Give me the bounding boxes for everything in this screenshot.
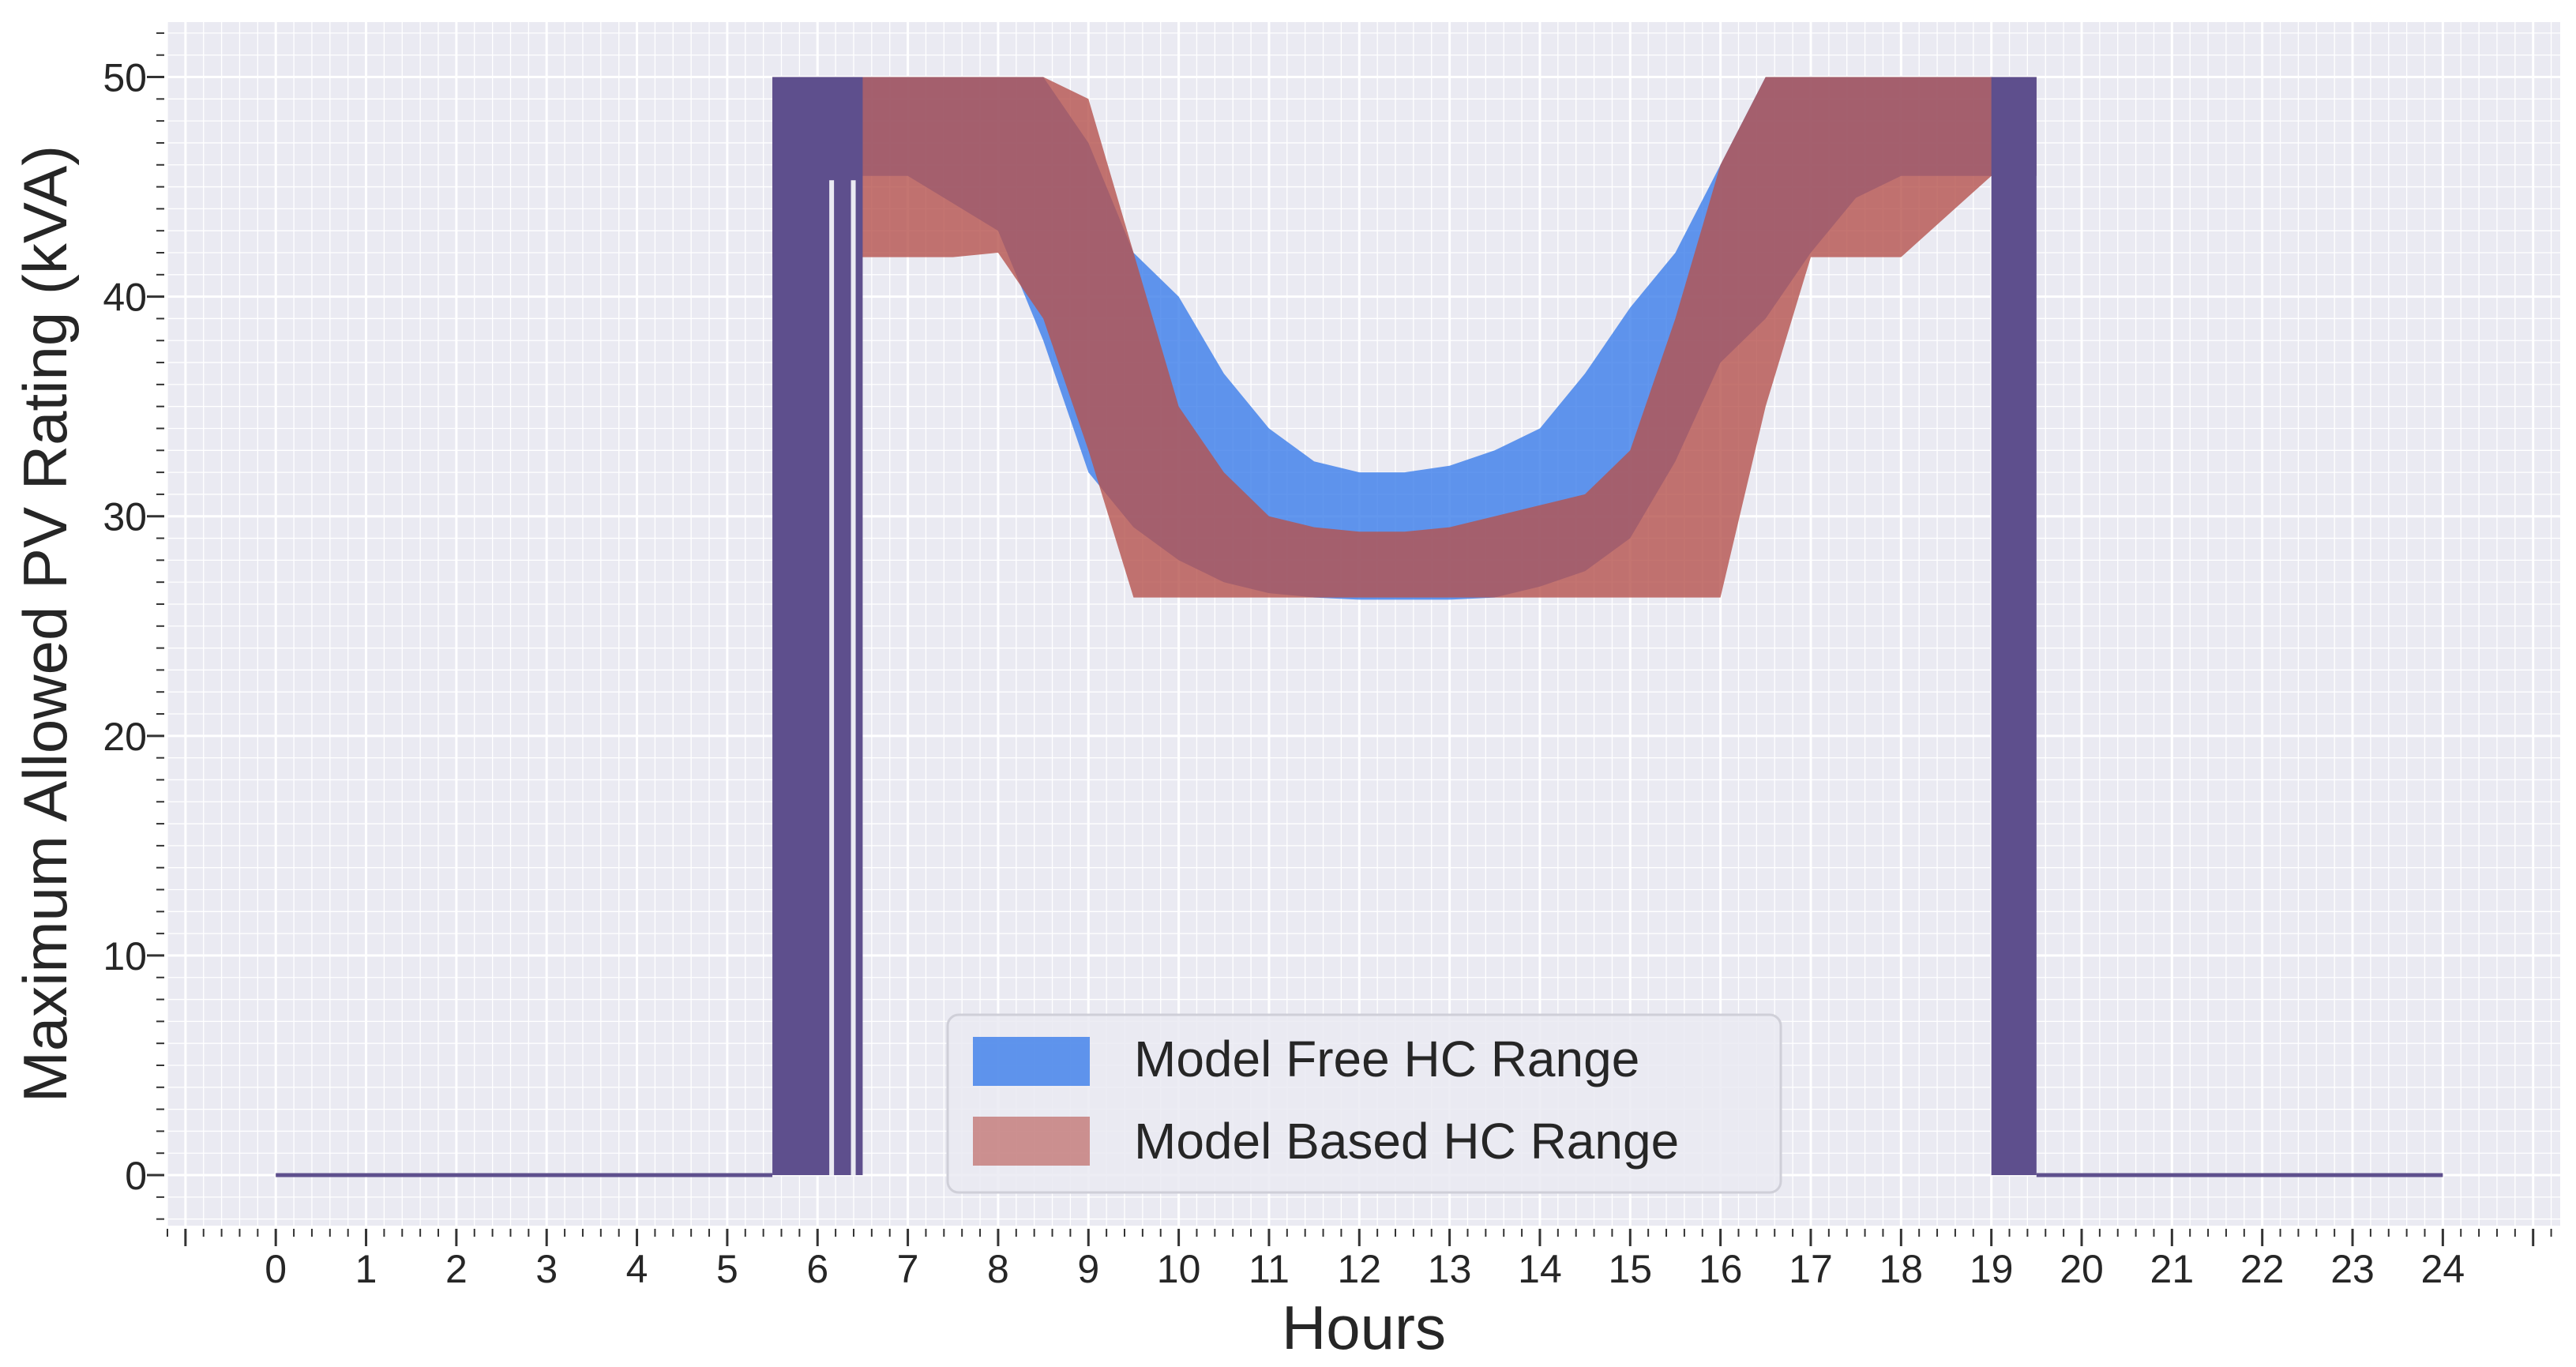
x-tick-label: 16 xyxy=(1699,1247,1743,1291)
x-tick-label: 19 xyxy=(1970,1247,2014,1291)
y-tick-label: 50 xyxy=(103,56,147,100)
overlap-block-morning xyxy=(772,77,863,1176)
x-tick-label: 23 xyxy=(2330,1247,2375,1291)
x-tick-label: 9 xyxy=(1077,1247,1099,1291)
y-tick-label: 30 xyxy=(103,495,147,539)
x-tick-label: 0 xyxy=(265,1247,287,1291)
legend-frame xyxy=(946,1013,1782,1194)
y-tick-label: 20 xyxy=(103,715,147,759)
x-tick-label: 6 xyxy=(806,1247,828,1291)
y-axis-title: Maximum Allowed PV Rating (kVA) xyxy=(10,145,80,1102)
x-tick-label: 3 xyxy=(535,1247,558,1291)
x-tick-label: 11 xyxy=(1249,1247,1290,1291)
legend-label-model-based: Model Based HC Range xyxy=(1134,1113,1679,1170)
x-tick-label: 14 xyxy=(1518,1247,1562,1291)
series-layer xyxy=(276,77,2443,1177)
x-tick-label: 24 xyxy=(2421,1247,2465,1291)
x-tick-label: 2 xyxy=(445,1247,468,1291)
x-tick-label: 18 xyxy=(1879,1247,1924,1291)
legend: Model Free HC Range Model Based HC Range xyxy=(946,1013,1782,1194)
x-tick-label: 7 xyxy=(897,1247,919,1291)
x-tick-label: 17 xyxy=(1789,1247,1833,1291)
y-tick-labels: 0 10 20 30 40 50 xyxy=(103,56,147,1199)
legend-label-model-free: Model Free HC Range xyxy=(1134,1031,1639,1087)
y-tick-label: 40 xyxy=(103,276,147,320)
x-tick-label: 15 xyxy=(1608,1247,1652,1291)
x-tick-label: 1 xyxy=(355,1247,377,1291)
x-tick-labels: 0 1 2 3 4 5 6 7 8 9 10 11 12 13 14 15 16 17 18 19 20 21 22 23 24 xyxy=(265,1247,2465,1291)
legend-swatch-model-free xyxy=(973,1037,1090,1086)
x-tick-label: 13 xyxy=(1428,1247,1472,1291)
overlap-gap-line xyxy=(829,180,835,1176)
axis-ticks xyxy=(147,32,2552,1246)
overlap-block-evening xyxy=(1991,77,2037,1176)
y-tick-label: 10 xyxy=(103,934,147,978)
x-tick-label: 12 xyxy=(1337,1247,1381,1291)
x-tick-label: 22 xyxy=(2240,1247,2285,1291)
x-tick-label: 8 xyxy=(987,1247,1009,1291)
x-tick-label: 5 xyxy=(716,1247,738,1291)
y-tick-label: 0 xyxy=(125,1154,147,1198)
overlap-gap-line xyxy=(851,180,856,1176)
x-tick-label: 20 xyxy=(2060,1247,2104,1291)
legend-swatch-model-based xyxy=(973,1117,1090,1166)
x-axis-title: Hours xyxy=(1282,1293,1446,1362)
x-tick-label: 4 xyxy=(626,1247,648,1291)
x-tick-label: 10 xyxy=(1157,1247,1201,1291)
x-tick-label: 21 xyxy=(2150,1247,2195,1291)
